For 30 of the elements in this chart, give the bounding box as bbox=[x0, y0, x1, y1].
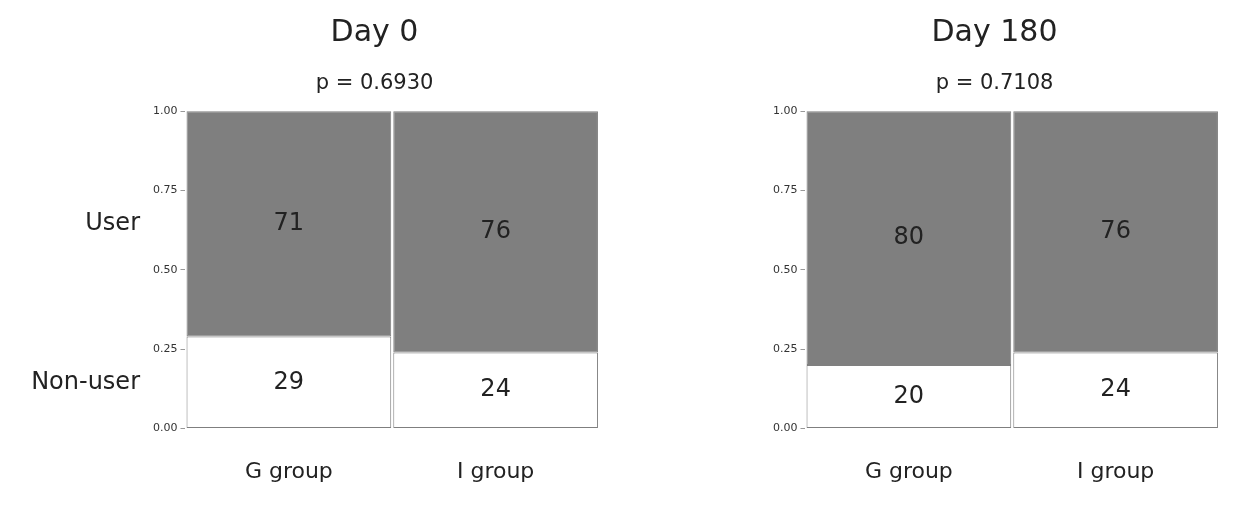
y-tick-label: 0.00 bbox=[772, 421, 798, 435]
chart-subtitle: p = 0.7108 bbox=[935, 70, 1054, 95]
annotation: 24 bbox=[480, 374, 511, 403]
annotation: 24 bbox=[1100, 374, 1131, 403]
y-tick-label: 0.25 bbox=[152, 342, 178, 356]
annotation: 29 bbox=[273, 366, 305, 395]
annotation: 76 bbox=[1100, 216, 1131, 245]
chart-title: Day 180 bbox=[931, 12, 1058, 48]
bar bbox=[393, 111, 598, 353]
y-tick-label: 0.25 bbox=[772, 342, 798, 356]
y-tick-label: 1.00 bbox=[152, 104, 178, 118]
bar bbox=[1013, 111, 1218, 353]
y-tick-label: 0.50 bbox=[152, 262, 178, 276]
y-tick-label: 1.00 bbox=[772, 104, 798, 118]
annotation: 80 bbox=[893, 222, 925, 251]
y-tick-label: 0.75 bbox=[772, 183, 798, 197]
chart-title: Day 0 bbox=[330, 12, 419, 48]
y-tick-label: 0.00 bbox=[152, 421, 178, 435]
series-label: User bbox=[85, 208, 141, 237]
x-tick-label: I group bbox=[1076, 457, 1155, 483]
x-tick-label: I group bbox=[456, 457, 535, 483]
y-tick-label: 0.75 bbox=[152, 183, 178, 197]
chart-subtitle: p = 0.6930 bbox=[315, 70, 434, 95]
series-label: Non-user bbox=[31, 366, 141, 395]
y-tick-label: 0.50 bbox=[772, 262, 798, 276]
annotation: 20 bbox=[893, 380, 925, 409]
x-tick-label: G group bbox=[864, 457, 953, 483]
annotation: 76 bbox=[480, 216, 511, 245]
x-tick-label: G group bbox=[244, 457, 333, 483]
annotation: 71 bbox=[273, 208, 305, 237]
